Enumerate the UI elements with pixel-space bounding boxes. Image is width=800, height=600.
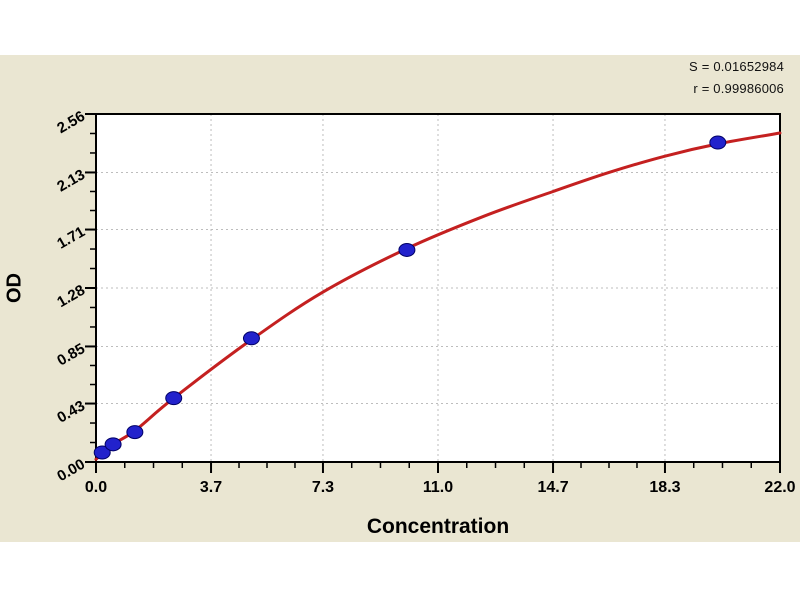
data-point-marker xyxy=(709,135,727,150)
x-axis-tick-label: 3.7 xyxy=(200,479,222,496)
y-axis-title: OD xyxy=(3,273,26,303)
y-axis-tick-label: 2.13 xyxy=(54,166,88,195)
y-axis-tick-label: 1.71 xyxy=(54,223,88,252)
x-axis-tick-label: 22.0 xyxy=(764,479,795,496)
data-point-marker xyxy=(398,242,416,257)
fit-statistic-s: S = 0.01652984 xyxy=(689,59,784,74)
y-axis-tick-label: 0.00 xyxy=(54,456,88,485)
data-point-marker xyxy=(93,445,111,460)
x-axis-tick-label: 11.0 xyxy=(423,479,453,496)
x-axis-tick-label: 14.7 xyxy=(537,479,568,496)
data-point-marker xyxy=(242,331,260,346)
y-axis-tick-label: 0.85 xyxy=(54,340,88,369)
y-axis-tick-label: 0.43 xyxy=(54,397,88,426)
x-axis-tick-label: 7.3 xyxy=(312,479,334,496)
x-axis-title: Concentration xyxy=(366,515,510,538)
data-point-marker xyxy=(126,425,144,440)
y-axis-tick-label: 2.56 xyxy=(54,108,88,137)
data-point-marker xyxy=(104,437,122,452)
x-axis-tick-label: 0.0 xyxy=(85,479,107,496)
data-point-marker xyxy=(165,391,183,406)
y-axis-tick-label: 1.28 xyxy=(54,282,88,311)
fit-statistic-r: r = 0.99986006 xyxy=(693,81,784,96)
x-axis-tick-label: 18.3 xyxy=(649,479,680,496)
